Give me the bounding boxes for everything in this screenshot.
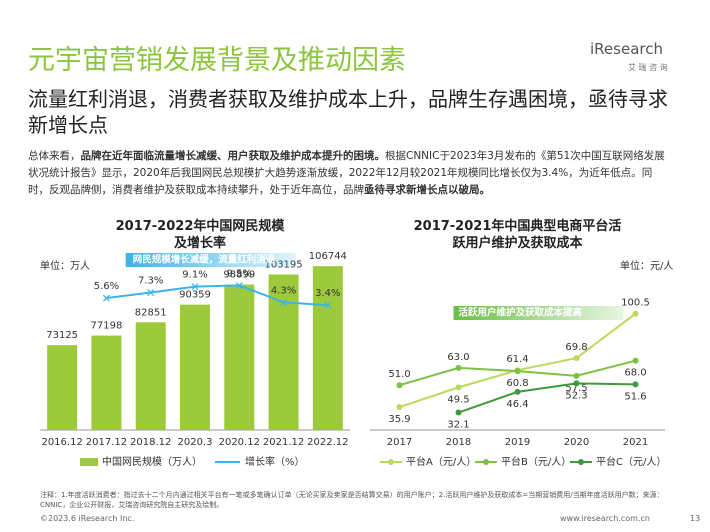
line-label: 9.1% (182, 270, 207, 281)
point (514, 388, 521, 395)
x-tick-label: 2020.12 (219, 437, 260, 448)
bar (180, 304, 210, 430)
point-label: 69.8 (565, 342, 587, 353)
bar (47, 345, 78, 430)
point (632, 310, 639, 317)
note: 注释：1.年度活跃消费者：指过去十二个月内通过相关平台有一笔或多笔确认订单（无论… (40, 491, 664, 509)
point-label: 32.1 (447, 420, 469, 431)
body-segment: 根据CNNIC于2023年3月发布的《第51次中国互联网络发展状况统计报告》显示… (28, 150, 665, 196)
point (632, 357, 639, 364)
annotation: 活跃用户维护及获取成本提高 (459, 307, 583, 319)
line-label: 5.6% (94, 281, 119, 292)
unit: 单位：万人 (40, 259, 90, 272)
bar (91, 335, 122, 430)
x-tick-label: 2017.12 (86, 437, 127, 448)
body-text: 总体来看，品牌在近年面临流量增长减缓、用户获取及维护成本提升的困境。根据CNNI… (28, 148, 668, 199)
point-label: 100.5 (621, 298, 650, 309)
body-segment: 亟待寻求新增长点以破局。 (364, 184, 490, 196)
bar (312, 266, 343, 430)
annotation: 网民规模增长减缓，流量红利消退 (133, 254, 276, 266)
bar (135, 322, 166, 430)
point (573, 380, 580, 387)
bar-label: 106744 (309, 251, 347, 262)
line-label: 4.3% (271, 285, 296, 296)
chart-title: 2017-2022年中国网民规模及增长率 (115, 219, 285, 251)
legend-label: 平台B（元/人） (501, 455, 571, 468)
point (396, 382, 403, 389)
legend-label: 中国网民规模（万人） (102, 455, 202, 468)
page-title: 元宇宙营销发展背景及推动因素 (28, 45, 406, 76)
line-label: 3.4% (315, 288, 340, 299)
x-tick-label: 2021 (623, 437, 648, 448)
point-label: 68.0 (624, 368, 646, 379)
page-number: 13 (690, 514, 701, 523)
x-tick-label: 2018 (446, 437, 471, 448)
bar (224, 284, 255, 430)
legend-label: 平台A（元/人） (406, 455, 476, 468)
body-segment: 品牌在近年面临流量增长减缓、用户获取及维护成本提升的困境。 (80, 150, 386, 162)
line-label: 9.5% (227, 268, 252, 279)
x-tick-label: 2018.12 (130, 437, 171, 448)
point-label: 51.0 (388, 369, 410, 380)
line-label: 7.3% (138, 276, 163, 287)
legend-label: 平台C（元/人） (596, 455, 666, 468)
marker: ✕ (323, 299, 333, 313)
x-tick-label: 2016.12 (41, 437, 82, 448)
point-label: 60.8 (506, 378, 528, 389)
legend-swatch (388, 459, 394, 465)
url: www.iresearch.com.cn (560, 514, 650, 523)
legend-swatch (80, 458, 98, 466)
point (396, 404, 403, 411)
x-tick-label: 2021.12 (263, 437, 304, 448)
x-tick-label: 2020.3 (178, 437, 213, 448)
point (573, 372, 580, 379)
bar-label: 77198 (91, 321, 123, 332)
legend-label: 增长率（%） (245, 455, 305, 468)
point-label: 49.5 (447, 394, 469, 405)
copyright: ©2023.6 iResearch Inc. (40, 514, 135, 523)
bar-label: 73125 (46, 330, 78, 341)
marker: ✕ (279, 296, 289, 310)
point-label: 61.4 (506, 354, 528, 365)
x-tick-label: 2020 (564, 437, 589, 448)
point (573, 355, 580, 362)
marker: ✕ (234, 279, 244, 293)
logo-cn: 艾 瑞 咨 询 (628, 63, 668, 72)
bar-label: 82851 (135, 307, 167, 318)
logo: iResearch (590, 40, 663, 58)
point-label: 51.6 (624, 391, 646, 402)
unit: 单位：元/人 (620, 259, 673, 272)
point-label: 57.5 (565, 383, 587, 394)
point-label: 63.0 (447, 352, 469, 363)
bar (268, 274, 299, 430)
point (514, 368, 521, 375)
series-line (458, 382, 636, 414)
subtitle: 流量红利消退，消费者获取及维护成本上升，品牌生存遇困境，亟待寻求新增长点 (28, 87, 668, 137)
point (455, 364, 462, 371)
legend-swatch (578, 459, 584, 465)
marker: ✕ (190, 280, 200, 294)
point-label: 46.4 (506, 399, 528, 410)
x-tick-label: 2022.12 (307, 437, 348, 448)
point (455, 384, 462, 391)
point-label: 52.3 (565, 390, 587, 401)
point (632, 381, 639, 388)
legend-swatch (483, 459, 489, 465)
growth-line (106, 284, 328, 307)
bar-label: 90359 (179, 290, 211, 301)
annotation-box (125, 253, 296, 267)
bar-label: 98899 (223, 270, 255, 281)
chart-title: 2017-2021年中国典型电商平台活跃用户维护及获取成本 (413, 219, 622, 251)
x-tick-label: 2019 (505, 437, 530, 448)
point-label: 35.9 (388, 414, 410, 425)
marker: ✕ (101, 292, 111, 306)
x-tick-label: 2017 (387, 437, 412, 448)
body-segment: 总体来看， (28, 150, 81, 162)
annotation-box (453, 306, 624, 320)
marker: ✕ (146, 286, 156, 300)
point (455, 409, 462, 416)
